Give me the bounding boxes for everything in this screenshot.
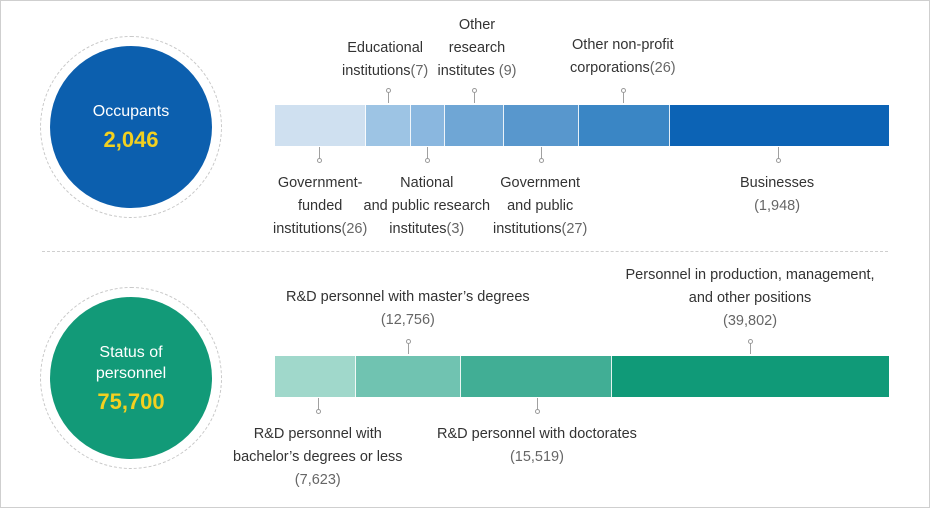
occupants-label-2: Educational institutions(7) (342, 37, 428, 83)
occupants-connector-dot-3 (425, 158, 430, 163)
occupants-connector-dot-1 (317, 158, 322, 163)
personnel-connector-dot-4 (748, 339, 753, 344)
personnel-label-4: Personnel in production, management, and … (626, 264, 875, 333)
occupants-connector-1 (319, 147, 320, 160)
occupants-label-3-line-2: and public research (363, 198, 491, 214)
occupants-stacked-bar (275, 105, 889, 146)
occupants-label-3-value: (3) (446, 221, 465, 237)
occupants-label-5-line-2: and public (507, 198, 574, 214)
occupants-label-4: Other research institutes (9) (438, 14, 517, 83)
occupants-bar-segment-5 (504, 105, 579, 146)
occupants-label-1-line-1: Government- (277, 175, 363, 191)
occupants-label-2-line-2: institutions(7) (342, 63, 429, 79)
personnel-label-3-value: (15,519) (509, 449, 564, 465)
personnel-bar-segment-2 (356, 356, 461, 397)
occupants-label-6-line-2: corporations(26) (570, 60, 676, 76)
occupants-label-5-line-1: Government (500, 175, 581, 191)
occupants-bar-segment-1 (275, 105, 366, 146)
occupants-connector-7 (778, 147, 779, 160)
occupants-bar-segment-2 (366, 105, 411, 146)
personnel-connector-4 (750, 341, 751, 354)
occupants-label-3-line-3: institutes(3) (389, 221, 465, 237)
occupants-bar-segment-7 (670, 105, 889, 146)
occupants-label-4-line-3: institutes (9) (437, 63, 517, 79)
occupants-label-1: Government-funded institutions(26) (273, 172, 367, 241)
occupants-label-1-line-3: institutions(26) (273, 221, 368, 237)
occupants-total: 2,046 (103, 127, 159, 152)
personnel-connector-3 (537, 398, 538, 411)
personnel-bar-segment-4 (612, 356, 889, 397)
personnel-connector-dot-2 (406, 339, 411, 344)
occupants-connector-6 (623, 90, 624, 103)
occupants-label-2-value: (7) (410, 63, 429, 79)
personnel-bar-segment-1 (275, 356, 356, 397)
personnel-circle-ring (40, 287, 222, 469)
occupants-label-3-line-1: National (400, 175, 454, 191)
personnel-label-1: R&D personnel with bachelor’s degrees or … (233, 423, 403, 492)
personnel-title-line-1: Status of (99, 343, 163, 361)
personnel-total: 75,700 (97, 388, 165, 414)
occupants-connector-dot-4 (472, 88, 477, 93)
occupants-label-6-value: (26) (649, 60, 676, 76)
personnel-bar-segment-3 (461, 356, 612, 397)
occupants-label-2-line-1: Educational (347, 40, 424, 56)
occupants-connector-5 (541, 147, 542, 160)
occupants-bar-segment-3 (411, 105, 445, 146)
personnel-label-2: R&D personnel with master’s degrees (12,7… (286, 286, 530, 332)
section-divider (42, 251, 888, 252)
personnel-label-1-value: (7,623) (294, 472, 341, 488)
personnel-label-1-line-2: bachelor’s degrees or less (233, 449, 403, 465)
personnel-label-4-line-1: Personnel in production, management, (625, 267, 875, 283)
personnel-label-1-line-1: R&D personnel with (253, 426, 382, 442)
personnel-label-3-line-1: R&D personnel with doctorates (437, 426, 637, 442)
occupants-label-4-value: (9) (494, 63, 517, 79)
occupants-label-6-line-1: Other non-profit (572, 37, 674, 53)
personnel-stacked-bar (275, 356, 889, 397)
personnel-connector-dot-3 (535, 409, 540, 414)
occupants-label-7: Businesses (1,948) (740, 172, 814, 218)
occupants-circle: Occupants 2,046 (50, 46, 212, 208)
occupants-title: Occupants (92, 103, 170, 120)
personnel-label-2-line-1: R&D personnel with master’s degrees (286, 289, 530, 305)
personnel-label-4-line-2: and other positions (688, 290, 812, 306)
personnel-label-2-value: (12,756) (380, 312, 435, 328)
personnel-connector-dot-1 (316, 409, 321, 414)
occupants-label-5-line-3: institutions(27) (493, 221, 588, 237)
occupants-connector-dot-7 (776, 158, 781, 163)
occupants-connector-4 (474, 90, 475, 103)
occupants-label-1-value: (26) (341, 221, 368, 237)
personnel-connector-1 (318, 398, 319, 411)
occupants-connector-dot-2 (386, 88, 391, 93)
personnel-connector-2 (408, 341, 409, 354)
occupants-label-4-line-2: research (448, 40, 506, 56)
personnel-title-line-2: personnel (95, 364, 167, 382)
occupants-connector-dot-5 (539, 158, 544, 163)
occupants-connector-dot-6 (621, 88, 626, 93)
occupants-label-7-line-1: Businesses (740, 175, 815, 191)
occupants-label-5-value: (27) (561, 221, 588, 237)
occupants-bar-segment-4 (445, 105, 504, 146)
occupants-bar-segment-6 (579, 105, 670, 146)
personnel-circle: Status of personnel 75,700 (50, 297, 212, 459)
occupants-label-6: Other non-profit corporations(26) (570, 34, 676, 80)
occupants-connector-3 (427, 147, 428, 160)
occupants-label-3: National and public research institutes(3) (364, 172, 491, 241)
occupants-label-1-line-2: funded (297, 198, 343, 214)
occupants-circle-ring (40, 36, 222, 218)
occupants-label-5: Government and public institutions(27) (493, 172, 587, 241)
occupants-connector-2 (388, 90, 389, 103)
personnel-label-3: R&D personnel with doctorates (15,519) (437, 423, 637, 469)
occupants-label-7-value: (1,948) (754, 198, 801, 214)
occupants-label-4-line-1: Other (458, 17, 496, 33)
personnel-label-4-value: (39,802) (723, 313, 778, 329)
